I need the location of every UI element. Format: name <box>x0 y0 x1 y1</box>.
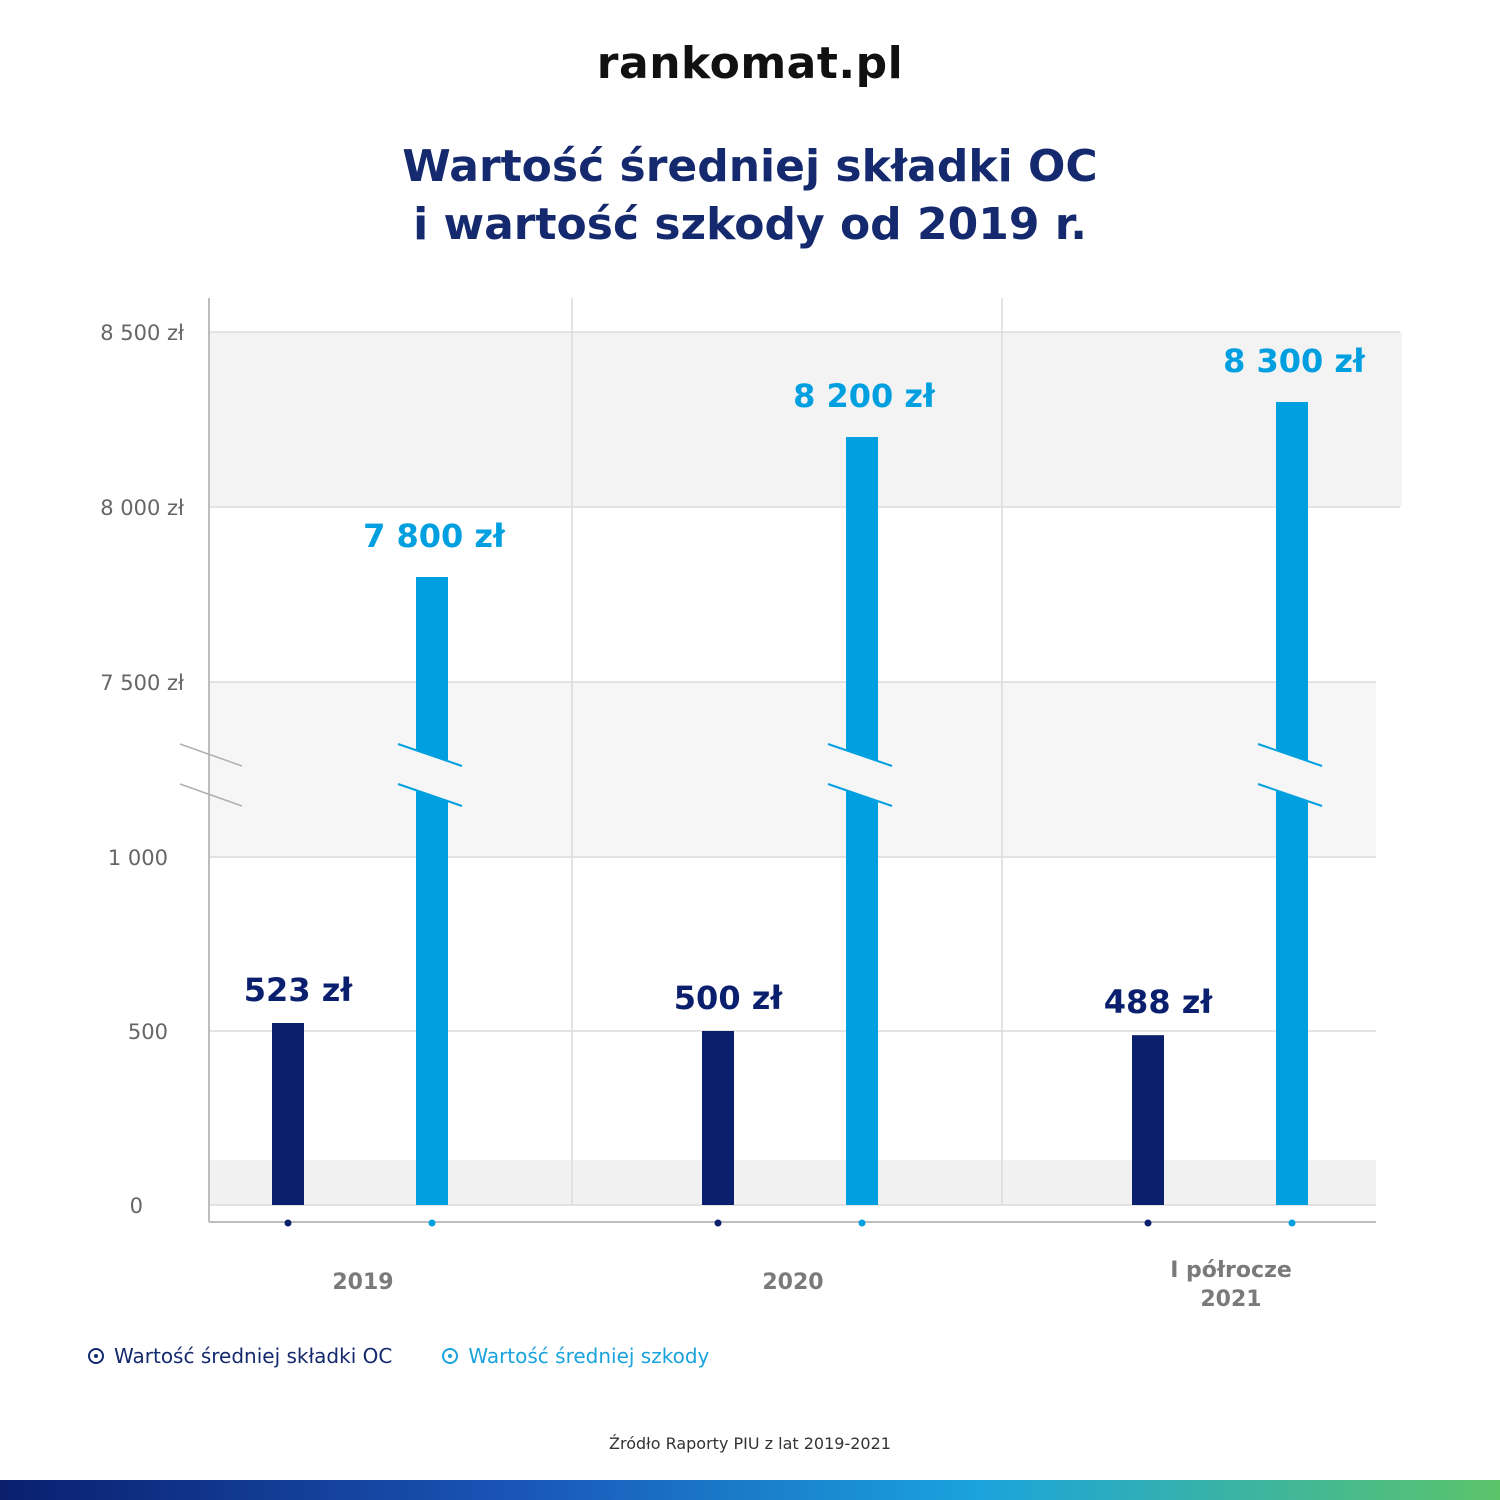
chart-title: Wartość średniej składki OC i wartość sz… <box>0 138 1500 254</box>
bar-break-gap <box>398 744 462 806</box>
y-tick-label: 8 000 zł <box>100 496 184 520</box>
y-tick-label: 1 000 <box>108 846 168 870</box>
legend-item-oc: Wartość średniej składki OC <box>88 1344 392 1368</box>
bar-break-mark <box>827 783 893 807</box>
bar-chart: 7 500 zł 8 000 zł 8 500 zł 0 500 1 000 523 zł 5… <box>100 298 1402 1312</box>
bar-break-gap <box>1258 744 1322 806</box>
bar-break-mark <box>397 743 463 767</box>
grid-band <box>209 857 1376 1032</box>
legend-marker-oc-icon <box>88 1348 104 1364</box>
bar-szkoda <box>846 437 878 1205</box>
legend-label-oc: Wartość średniej składki OC <box>114 1344 393 1368</box>
x-category-label: 2020 <box>762 1270 823 1295</box>
data-label-szkoda: 7 800 zł <box>363 517 506 555</box>
x-tick-dot <box>1288 1219 1296 1227</box>
y-tick-label: 7 500 zł <box>100 671 184 695</box>
data-label-szkoda: 8 200 zł <box>793 377 936 415</box>
x-category-label: 2019 <box>332 1270 393 1295</box>
axis-break-mark <box>179 743 243 767</box>
data-label-szkoda: 8 300 zł <box>1223 342 1366 380</box>
y-tick-label: 0 <box>130 1194 143 1218</box>
bar-szkoda <box>416 577 448 1205</box>
grid-band <box>209 682 1376 857</box>
x-tick-dot <box>1144 1219 1152 1227</box>
grid-band <box>209 332 1402 507</box>
x-tick-dot <box>858 1219 866 1227</box>
chart-title-line-2: i wartość szkody od 2019 r. <box>413 199 1087 250</box>
x-tick-dot <box>428 1219 436 1227</box>
data-label-oc: 523 zł <box>244 971 354 1009</box>
bar-oc <box>272 1022 304 1205</box>
legend-item-szkoda: Wartość średniej szkody <box>442 1344 709 1368</box>
y-tick-label: 500 <box>128 1020 168 1044</box>
bar-szkoda <box>1276 402 1308 1205</box>
brand-logo-text: rankomat.pl <box>596 38 904 89</box>
bar-break-gap <box>828 744 892 806</box>
axis-break-mark <box>179 783 243 807</box>
brand-logo: rankomat.pl <box>0 38 1500 89</box>
bar-break-mark <box>1257 743 1323 767</box>
data-label-oc: 488 zł <box>1104 983 1214 1021</box>
x-tick-dot <box>714 1219 722 1227</box>
grid-band <box>209 1160 1376 1205</box>
bar-break-mark <box>397 783 463 807</box>
bar-oc <box>702 1031 734 1205</box>
bar-oc <box>1132 1035 1164 1205</box>
bottom-gradient-bar <box>0 1480 1500 1500</box>
data-label-oc: 500 zł <box>674 979 784 1017</box>
grid-band <box>209 507 1376 682</box>
source-note: Źródło Raporty PIU z lat 2019-2021 <box>609 1434 891 1453</box>
y-tick-label: 8 500 zł <box>100 321 184 345</box>
bar-break-mark <box>827 743 893 767</box>
chart-title-line-1: Wartość średniej składki OC <box>402 141 1098 192</box>
chart-legend: Wartość średniej składki OC Wartość śred… <box>88 1344 709 1368</box>
x-category-label: I półrocze 2021 <box>1170 1258 1292 1312</box>
bar-break-mark <box>1257 783 1323 807</box>
x-tick-dot <box>284 1219 292 1227</box>
legend-label-szkoda: Wartość średniej szkody <box>468 1344 710 1368</box>
legend-marker-szkoda-icon <box>442 1348 459 1364</box>
